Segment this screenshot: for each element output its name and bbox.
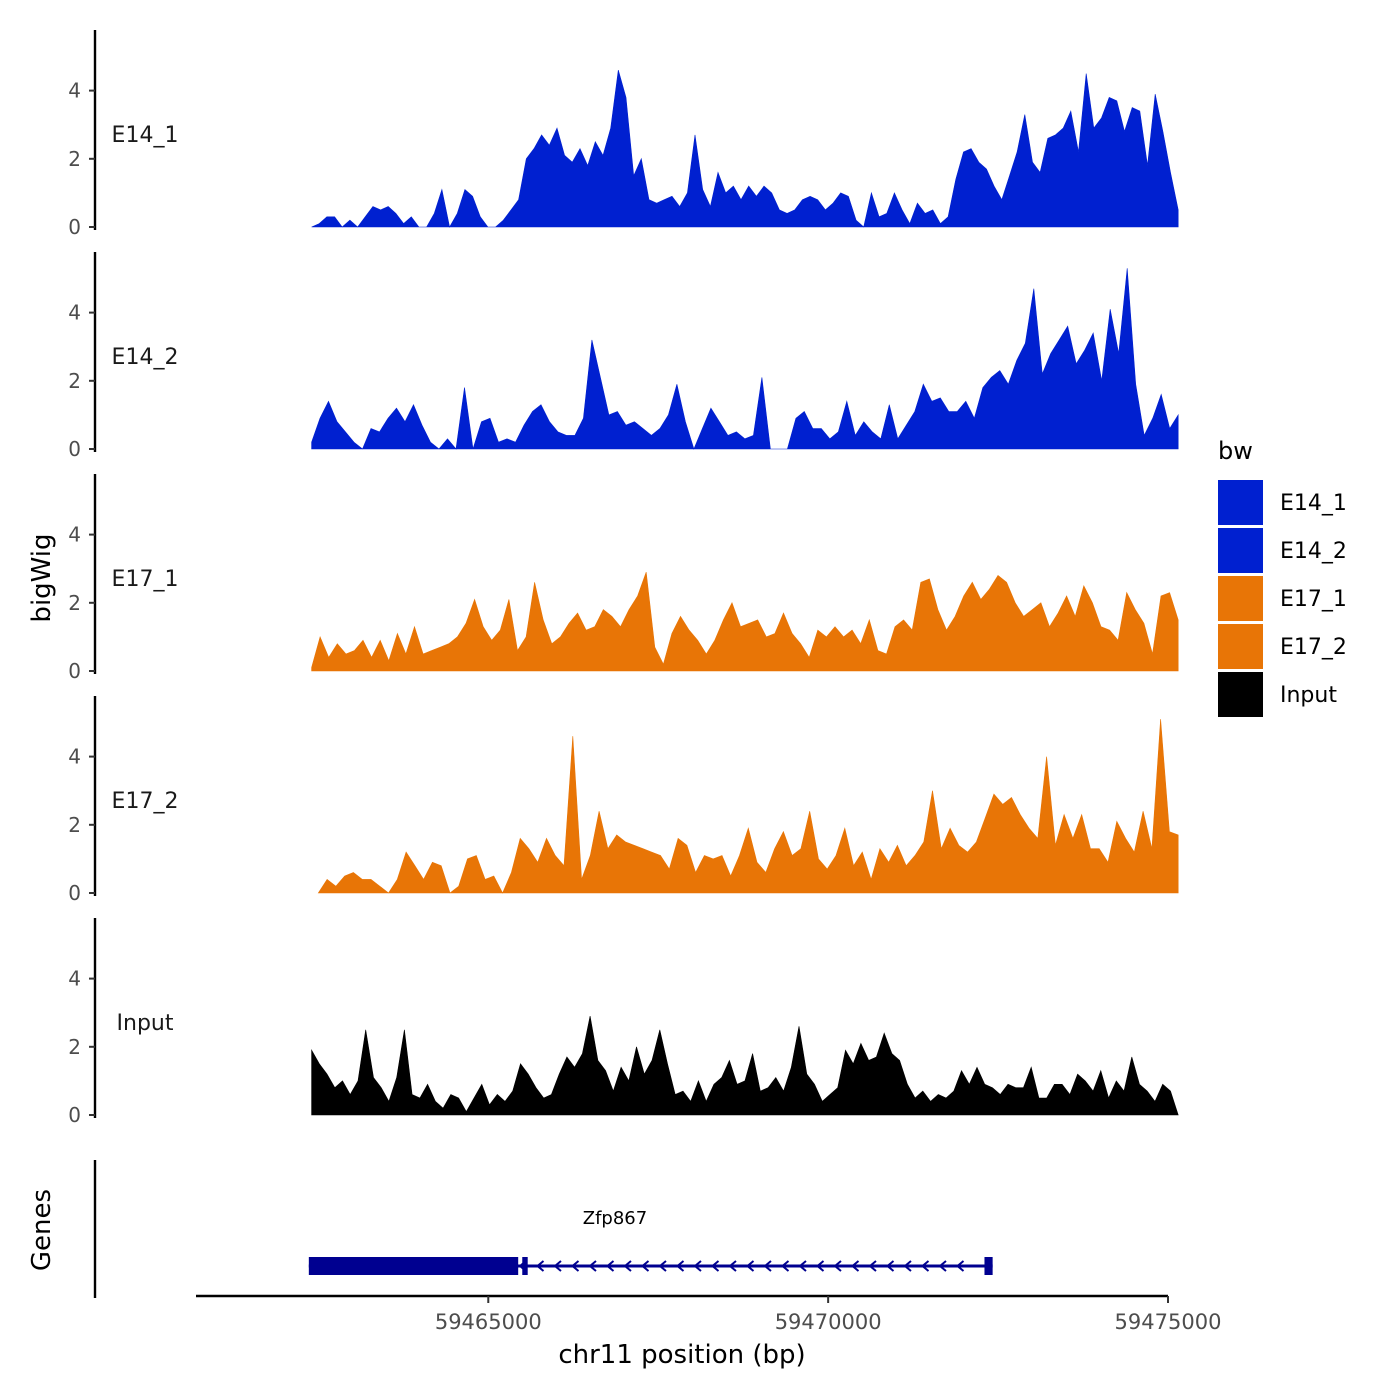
legend-swatch-input bbox=[1218, 672, 1263, 717]
strand-arrow bbox=[728, 1260, 737, 1272]
strand-arrow bbox=[588, 1260, 597, 1272]
x-axis: 59465000 59470000 59475000 bbox=[196, 1294, 1222, 1334]
strand-arrow bbox=[605, 1260, 615, 1272]
strand-arrow bbox=[640, 1260, 650, 1272]
x-axis-title: chr11 position (bp) bbox=[558, 1340, 805, 1370]
strand-arrow bbox=[675, 1260, 685, 1272]
strand-arrow bbox=[780, 1260, 790, 1272]
legend-title: bw bbox=[1218, 437, 1253, 465]
y-tick-label: 2 bbox=[68, 369, 81, 393]
strand-arrow bbox=[763, 1260, 772, 1272]
legend-label: E17_1 bbox=[1280, 587, 1347, 612]
x-tick-label: 59475000 bbox=[1115, 1310, 1222, 1334]
x-tick-label: 59465000 bbox=[435, 1310, 542, 1334]
strand-arrow bbox=[903, 1260, 912, 1272]
legend-label: E17_2 bbox=[1280, 635, 1347, 660]
y-tick-label: 4 bbox=[68, 745, 81, 769]
x-tick-label: 59470000 bbox=[775, 1310, 882, 1334]
legend-label: Input bbox=[1280, 683, 1337, 708]
track-label: E17_1 bbox=[112, 567, 179, 592]
gene-exon bbox=[488, 1257, 493, 1275]
strand-arrow bbox=[868, 1260, 877, 1272]
legend-label: E14_1 bbox=[1280, 491, 1347, 516]
gene-name-label: Zfp867 bbox=[583, 1208, 647, 1229]
coverage-area-e17_1 bbox=[311, 571, 1179, 672]
y-tick-label: 0 bbox=[68, 659, 81, 683]
legend-swatch-e17_1 bbox=[1218, 576, 1263, 621]
strand-arrow bbox=[623, 1260, 632, 1272]
legend-swatch-e14_2 bbox=[1218, 528, 1263, 573]
strand-arrow bbox=[938, 1260, 947, 1272]
strand-arrow bbox=[833, 1260, 842, 1272]
legend-swatch-e17_2 bbox=[1218, 624, 1263, 669]
strand-arrow bbox=[570, 1260, 580, 1272]
track-label: E17_2 bbox=[112, 789, 179, 814]
strand-arrow bbox=[798, 1260, 807, 1272]
strand-arrow bbox=[885, 1260, 895, 1272]
y-axis-title: bigWig bbox=[27, 533, 57, 622]
strand-arrow bbox=[710, 1260, 720, 1272]
coverage-area-e17_2 bbox=[317, 719, 1179, 894]
genes-axis-title: Genes bbox=[27, 1189, 57, 1271]
strand-arrow bbox=[693, 1260, 702, 1272]
track-panel-e17_1: 0 2 4 E17_1 bbox=[68, 474, 1179, 683]
coverage-area-input bbox=[311, 1016, 1179, 1116]
y-tick-label: 0 bbox=[68, 1103, 81, 1127]
y-tick-label: 4 bbox=[68, 523, 81, 547]
genes-panel: Zfp867 bbox=[93, 1160, 993, 1298]
y-tick-label: 4 bbox=[68, 79, 81, 103]
y-tick-label: 4 bbox=[68, 967, 81, 991]
gene-exon bbox=[984, 1257, 993, 1275]
strand-arrow bbox=[745, 1260, 755, 1272]
y-tick-label: 4 bbox=[68, 301, 81, 325]
strand-arrow bbox=[553, 1260, 562, 1272]
y-tick-label: 0 bbox=[68, 437, 81, 461]
coverage-area-e14_1 bbox=[311, 70, 1179, 228]
track-panel-e17_2: 0 2 4 E17_2 bbox=[68, 696, 1179, 905]
gene-exon bbox=[308, 1257, 519, 1275]
y-tick-label: 0 bbox=[68, 215, 81, 239]
strand-arrow bbox=[955, 1260, 965, 1272]
strand-arrow bbox=[920, 1260, 930, 1272]
strand-arrow bbox=[535, 1260, 545, 1272]
coverage-area-e14_2 bbox=[311, 268, 1179, 450]
track-label: E14_2 bbox=[112, 345, 179, 370]
strand-arrow bbox=[850, 1260, 860, 1272]
gene-exon bbox=[522, 1257, 528, 1275]
legend: bw E14_1 E14_2 E17_1 E17_2 Input bbox=[1218, 437, 1347, 717]
strand-arrow bbox=[815, 1260, 825, 1272]
y-tick-label: 2 bbox=[68, 813, 81, 837]
track-panel-e14_2: 0 2 4 E14_2 bbox=[68, 252, 1179, 461]
y-tick-label: 2 bbox=[68, 591, 81, 615]
track-label: Input bbox=[117, 1011, 174, 1036]
legend-swatch-e14_1 bbox=[1218, 480, 1263, 525]
track-panel-input: 0 2 4 Input bbox=[68, 918, 1179, 1127]
track-label: E14_1 bbox=[112, 123, 179, 148]
coverage-tracks: 0 2 4 E14_1 0 2 4 E14_2 0 2 4 E17_1 0 2 4 E17_2 0 2 4 Input bbox=[68, 30, 1179, 1127]
y-tick-label: 2 bbox=[68, 1035, 81, 1059]
strand-arrow bbox=[658, 1260, 667, 1272]
track-panel-e14_1: 0 2 4 E14_1 bbox=[68, 30, 1179, 239]
y-tick-label: 2 bbox=[68, 147, 81, 171]
y-tick-label: 0 bbox=[68, 881, 81, 905]
legend-label: E14_2 bbox=[1280, 539, 1347, 564]
